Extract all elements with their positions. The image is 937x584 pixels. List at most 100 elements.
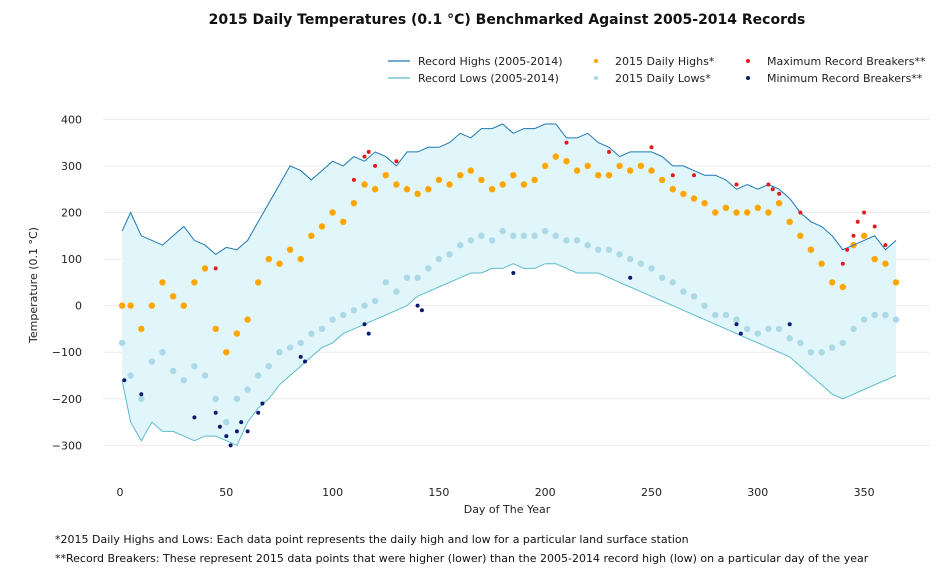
min-breaker-point: [419, 308, 424, 313]
daily-low-point: [775, 325, 783, 333]
daily-high-point: [871, 255, 878, 263]
daily-low-point: [350, 307, 358, 314]
max-breaker-point: [766, 182, 771, 187]
min-breaker-point: [298, 354, 303, 359]
daily-low-point: [510, 232, 517, 239]
daily-low-point: [340, 311, 347, 319]
daily-low-point: [765, 325, 772, 333]
daily-high-point: [573, 167, 581, 174]
daily-high-point: [552, 153, 559, 160]
daily-low-point: [233, 395, 241, 402]
daily-high-point: [350, 200, 358, 207]
min-breaker-point: [239, 420, 244, 425]
y-tick-label: −200: [52, 393, 82, 406]
daily-high-point: [329, 209, 336, 216]
daily-low-point: [127, 372, 134, 379]
daily-high-point: [212, 325, 219, 333]
daily-high-point: [382, 172, 389, 179]
y-tick-label: −300: [52, 439, 82, 452]
daily-high-point: [180, 302, 187, 309]
y-tick-label: 200: [61, 206, 82, 219]
legend-label: Record Highs (2005-2014): [418, 55, 563, 68]
legend-dot-swatch: [594, 76, 598, 80]
daily-low-point: [191, 363, 198, 370]
daily-high-point: [584, 162, 591, 170]
daily-low-point: [563, 237, 570, 244]
daily-high-point: [829, 279, 836, 286]
max-breaker-point: [366, 149, 371, 154]
daily-high-point: [467, 167, 474, 174]
daily-high-point: [478, 176, 485, 184]
daily-high-point: [733, 209, 740, 216]
daily-high-point: [371, 186, 379, 193]
x-tick-label: 100: [322, 486, 343, 499]
daily-low-point: [542, 227, 549, 235]
daily-high-point: [414, 190, 421, 197]
y-tick-label: 300: [61, 160, 82, 173]
legend-label: Record Lows (2005-2014): [418, 72, 559, 85]
max-breaker-point: [607, 149, 611, 154]
daily-low-point: [658, 274, 666, 281]
daily-high-point: [712, 209, 719, 216]
record-lows-line: [121, 263, 897, 447]
max-breaker-point: [855, 219, 860, 224]
daily-high-point: [127, 302, 134, 309]
daily-low-point: [605, 246, 613, 253]
daily-low-point: [435, 255, 443, 263]
daily-low-point: [754, 330, 761, 337]
daily-high-point: [170, 293, 177, 300]
daily-low-point: [467, 237, 474, 244]
daily-high-point: [680, 190, 687, 197]
daily-high-point: [318, 223, 326, 230]
max-breaker-point: [351, 177, 356, 182]
daily-high-point: [308, 232, 315, 239]
daily-high-point: [148, 302, 156, 309]
min-breaker-point: [122, 378, 127, 383]
daily-low-point: [446, 251, 453, 258]
daily-low-point: [733, 316, 740, 323]
max-breaker-point: [777, 191, 782, 196]
daily-high-point: [435, 176, 443, 184]
x-tick-label: 200: [535, 486, 556, 499]
min-breaker-point: [738, 331, 743, 336]
legend-dot-swatch: [746, 76, 750, 80]
daily-high-point: [446, 181, 453, 188]
daily-high-point: [531, 176, 538, 184]
daily-high-point: [744, 209, 751, 216]
daily-high-point: [138, 325, 145, 333]
daily-low-point: [223, 418, 230, 426]
daily-high-point: [701, 200, 708, 207]
min-breaker-point: [366, 331, 371, 336]
daily-low-point: [850, 325, 857, 333]
daily-high-point: [658, 176, 666, 184]
daily-high-point: [520, 181, 528, 188]
footnote-breakers: **Record Breakers: These represent 2015 …: [55, 552, 869, 565]
daily-low-point: [329, 316, 336, 323]
max-breaker-point: [862, 210, 867, 215]
daily-high-point: [425, 186, 432, 193]
daily-low-point: [892, 316, 900, 323]
daily-high-point: [457, 172, 464, 179]
daily-low-point: [488, 237, 496, 244]
min-breaker-point: [734, 322, 739, 327]
daily-low-point: [616, 251, 623, 258]
daily-high-point: [265, 255, 272, 263]
daily-low-point: [286, 344, 294, 351]
legend-dot-swatch: [594, 59, 598, 63]
chart-title: 2015 Daily Temperatures (0.1 °C) Benchma…: [209, 12, 806, 28]
daily-low-point: [478, 232, 485, 239]
max-breaker-point: [872, 224, 877, 229]
min-breaker-point: [787, 322, 792, 327]
record-breaker-points: [122, 140, 888, 448]
y-axis-label: Temperature (0.1 °C): [27, 227, 40, 344]
daily-low-point: [308, 330, 315, 337]
daily-low-point: [212, 395, 219, 402]
daily-low-point: [371, 297, 379, 305]
daily-high-point: [201, 265, 209, 272]
max-breaker-point: [692, 173, 696, 178]
daily-high-point: [191, 279, 198, 286]
daily-low-point: [265, 363, 272, 370]
daily-low-point: [637, 260, 645, 267]
daily-high-point: [807, 246, 815, 253]
daily-low-point: [744, 325, 751, 333]
